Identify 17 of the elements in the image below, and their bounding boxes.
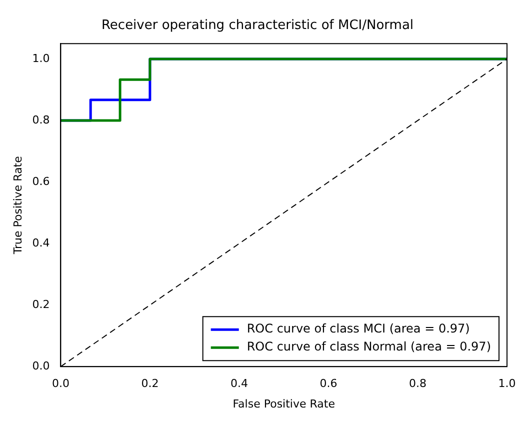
x-tick-label: 0.0 [52,377,70,390]
chart-title: Receiver operating characteristic of MCI/Normal [101,18,414,34]
x-tick-label: 1.0 [498,377,516,390]
y-tick-label: 0.6 [32,174,50,188]
x-tick-label: 0.6 [320,377,338,390]
x-axis-title: False Positive Rate [232,397,336,410]
legend-label: ROC curve of class Normal (area = 0.97) [246,340,491,354]
legend-label: ROC curve of class MCI (area = 0.97) [246,322,470,336]
y-tick-label: 0.8 [32,113,50,126]
x-tick-label: 0.8 [408,377,426,390]
x-tick-label: 0.2 [141,377,159,390]
x-tick-label: 0.4 [230,377,248,390]
y-tick-label: 0.0 [32,359,50,372]
y-axis-title: True Positive Rate [11,156,24,256]
y-tick-label: 1.0 [32,52,50,65]
y-tick-label: 0.4 [32,236,50,250]
y-tick-label: 0.2 [32,298,50,311]
